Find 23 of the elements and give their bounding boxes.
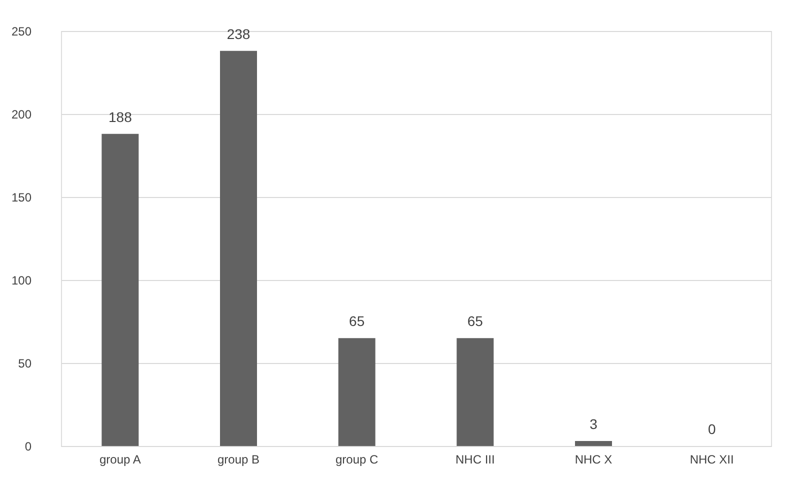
y-tick-label: 150 [11, 190, 32, 204]
data-label: 65 [349, 313, 365, 330]
data-label: 0 [708, 421, 716, 437]
bar [338, 338, 376, 446]
y-tick-label: 100 [11, 274, 32, 288]
bar [575, 441, 612, 446]
data-label: 238 [226, 26, 250, 42]
y-tick-label: 50 [18, 356, 32, 370]
y-tick-label: 0 [24, 440, 32, 454]
bar [456, 338, 494, 446]
x-tick-label: group B [217, 452, 260, 466]
x-tick-label: NHC X [574, 452, 612, 466]
y-tick-label: 250 [11, 24, 32, 38]
x-tick-label: group C [335, 452, 379, 466]
x-tick-label: NHC XII [690, 452, 734, 466]
data-label: 65 [467, 313, 484, 330]
data-label: 3 [590, 416, 598, 432]
x-tick-label: group A [99, 452, 141, 466]
bar [102, 134, 139, 446]
y-tick-label: 200 [11, 108, 32, 122]
data-label: 188 [108, 108, 132, 125]
bar [220, 50, 257, 446]
x-tick-label: NHC III [455, 452, 495, 466]
